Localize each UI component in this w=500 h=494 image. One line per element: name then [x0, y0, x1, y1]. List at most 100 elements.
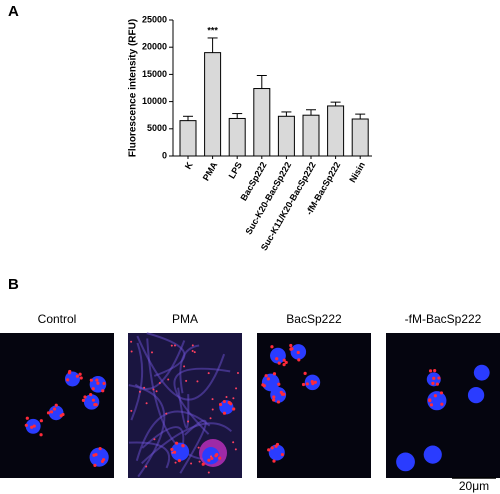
red-dot	[187, 420, 190, 423]
fiber	[136, 335, 226, 401]
red-dot	[234, 448, 237, 451]
red-dot	[150, 351, 153, 354]
red-dot	[196, 380, 199, 383]
red-dot	[145, 402, 148, 405]
y-tick-label: 15000	[142, 69, 167, 79]
red-dot	[78, 372, 82, 376]
red-dot	[289, 347, 293, 351]
red-dot	[152, 388, 155, 391]
red-dot	[92, 453, 96, 457]
fiber	[179, 344, 200, 394]
red-dot	[190, 462, 193, 465]
red-dot	[210, 456, 214, 461]
red-dot	[232, 441, 235, 444]
red-dot	[277, 361, 281, 365]
image-title: -fM-BacSp222	[405, 312, 482, 326]
red-dot	[313, 380, 317, 384]
red-dot	[267, 448, 271, 452]
red-dot	[198, 460, 201, 463]
micrographs	[0, 332, 500, 478]
nucleus	[219, 400, 234, 415]
scale-bar-label: 20μm	[459, 479, 489, 493]
red-dot	[207, 458, 211, 462]
red-dot	[280, 392, 285, 396]
red-dot	[235, 387, 238, 390]
red-dot	[201, 462, 205, 466]
red-dot	[81, 398, 86, 402]
red-dot	[222, 411, 227, 415]
red-dot	[170, 344, 173, 347]
red-dot	[209, 417, 212, 420]
red-dot	[130, 409, 133, 412]
x-tick-label: K	[183, 160, 195, 171]
red-dot	[282, 358, 286, 362]
red-dot	[93, 463, 97, 467]
red-dot	[89, 378, 93, 382]
red-dot	[171, 451, 174, 454]
fiber	[146, 338, 204, 461]
panel-label: B	[8, 276, 19, 293]
red-dot	[277, 382, 281, 386]
x-tick-label: Nisin	[347, 160, 367, 184]
red-dot	[59, 414, 63, 418]
red-dot	[270, 345, 274, 349]
red-dot	[165, 412, 168, 415]
red-dot	[276, 400, 281, 404]
fiber	[128, 441, 171, 469]
red-dot	[272, 459, 276, 463]
red-dot	[211, 398, 214, 401]
bar	[327, 105, 345, 157]
red-dot	[79, 376, 83, 380]
red-dot	[170, 447, 174, 452]
image-title: Control	[38, 312, 77, 326]
red-dot	[428, 398, 432, 402]
fiber	[177, 387, 190, 429]
red-dot	[305, 382, 309, 386]
red-dot	[89, 392, 93, 397]
red-dot	[24, 423, 28, 427]
y-tick-label: 25000	[142, 14, 167, 24]
red-dot	[193, 351, 196, 354]
fiber	[179, 419, 207, 474]
red-dot	[289, 343, 293, 348]
red-dot	[130, 350, 133, 353]
nucleus	[170, 442, 190, 461]
red-dot	[433, 394, 437, 398]
red-dot	[275, 357, 279, 361]
red-dot	[280, 452, 285, 457]
red-dot	[207, 372, 210, 375]
red-dot	[49, 410, 54, 414]
red-dot	[181, 444, 185, 448]
y-tick-label: 0	[162, 150, 167, 160]
red-dot	[185, 379, 188, 382]
red-dot	[95, 378, 99, 382]
red-dot	[218, 402, 223, 407]
red-dot	[214, 454, 218, 458]
red-dot	[91, 387, 95, 391]
bar	[277, 115, 295, 157]
red-dot	[96, 381, 100, 385]
red-dot	[262, 384, 266, 388]
fiber	[130, 342, 144, 421]
red-dot	[218, 456, 222, 460]
fiber	[173, 367, 231, 435]
bar	[204, 52, 222, 157]
red-dot	[66, 378, 70, 382]
red-dot	[167, 378, 170, 381]
bar	[253, 88, 271, 157]
red-dot	[428, 369, 433, 373]
nucleus	[473, 364, 490, 381]
red-dot	[52, 407, 57, 411]
panel-label: A	[8, 3, 19, 20]
red-dot	[272, 372, 277, 376]
x-tick-label: Suc-K20-BacSp222	[244, 160, 294, 236]
red-dot	[173, 344, 176, 347]
nucleus	[270, 347, 286, 364]
x-tick-label: LPS	[227, 160, 244, 180]
red-dot	[130, 340, 133, 343]
red-dot	[98, 446, 102, 451]
red-dot	[172, 450, 177, 454]
red-dot	[284, 360, 288, 365]
red-dot	[175, 441, 179, 445]
